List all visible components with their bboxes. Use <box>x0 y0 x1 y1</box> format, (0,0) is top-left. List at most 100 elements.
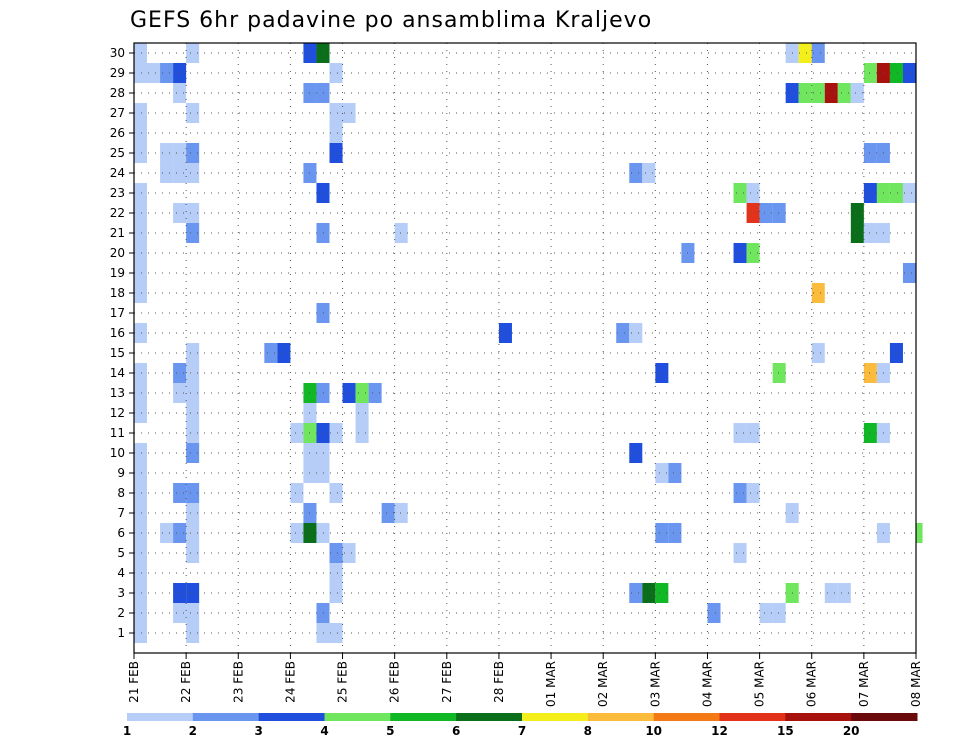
y-tick-label: 21 <box>110 226 125 240</box>
y-tick-label: 20 <box>110 246 125 260</box>
heatmap-cell <box>173 83 187 103</box>
y-tick-label: 26 <box>110 126 125 140</box>
heatmap-cell <box>629 163 643 183</box>
heatmap-cell <box>134 623 148 643</box>
heatmap-cell <box>394 223 408 243</box>
legend-swatch <box>522 713 589 721</box>
x-axis: 21 FEB 22 FEB 23 FEB 24 FEB 25 FEB 26 FEB 27 F… <box>127 653 923 707</box>
heatmap-cell <box>733 543 747 563</box>
heatmap-cell <box>916 523 923 543</box>
heatmap-cell <box>798 83 812 103</box>
heatmap-cell <box>316 83 330 103</box>
x-tick-label: 01 MAR <box>544 661 558 707</box>
x-tick-label: 22 FEB <box>179 661 193 703</box>
heatmap-cell <box>863 143 877 163</box>
heatmap-cell <box>134 263 148 283</box>
heatmap-cell <box>863 423 877 443</box>
heatmap-cell <box>186 423 200 443</box>
x-tick-label: 08 MAR <box>909 661 923 707</box>
heatmap-cell <box>824 583 838 603</box>
y-tick-label: 13 <box>110 386 125 400</box>
heatmap-cell <box>134 243 148 263</box>
heatmap-cell <box>290 483 304 503</box>
legend-swatch <box>785 713 852 721</box>
legend-swatch <box>587 713 655 721</box>
heatmap-cell <box>173 63 187 83</box>
x-tick-label: 07 MAR <box>857 661 871 707</box>
y-tick-label: 1 <box>117 626 125 640</box>
y-tick-label: 10 <box>110 446 125 460</box>
heatmap-cell <box>134 123 148 143</box>
heatmap-cell <box>316 303 330 323</box>
heatmap-cell <box>134 563 148 583</box>
legend-swatch <box>192 713 260 721</box>
heatmap-cell <box>329 583 343 603</box>
legend-label: 6 <box>452 724 460 738</box>
y-tick-label: 22 <box>110 206 125 220</box>
heatmap-cell <box>355 423 369 443</box>
heatmap-cell <box>186 143 200 163</box>
heatmap-cell <box>134 543 148 563</box>
heatmap-cell <box>316 463 330 483</box>
x-tick-label: 24 FEB <box>283 661 297 703</box>
heatmap-cells <box>134 43 923 643</box>
y-tick-label: 4 <box>117 566 125 580</box>
heatmap-cell <box>655 583 669 603</box>
color-legend: 1 2 3 4 5 6 7 8 10 12 15 20 <box>123 713 918 738</box>
heatmap-cell <box>342 383 356 403</box>
chart-title: GEFS 6hr padavine po ansamblima Kraljevo <box>130 8 652 33</box>
heatmap-cell <box>863 183 877 203</box>
heatmap-cell <box>329 563 343 583</box>
heatmap-cell <box>134 103 148 123</box>
heatmap-cell <box>746 483 760 503</box>
heatmap-cell <box>850 223 864 243</box>
heatmap-cell <box>173 523 187 543</box>
heatmap-cell <box>655 363 669 383</box>
heatmap-cell <box>186 603 200 623</box>
y-axis: 1234567891011121314151617181920212223242… <box>110 46 134 640</box>
heatmap-cell <box>134 463 148 483</box>
heatmap-cell <box>837 83 851 103</box>
y-tick-label: 14 <box>110 366 125 380</box>
heatmap-cell <box>186 163 200 183</box>
x-tick-label: 25 FEB <box>336 661 350 703</box>
heatmap-cell <box>173 583 187 603</box>
heatmap-cell <box>824 83 838 103</box>
heatmap-cell <box>134 523 148 543</box>
heatmap-cell <box>134 183 148 203</box>
heatmap-cell <box>707 603 721 623</box>
heatmap-cell <box>889 183 903 203</box>
y-tick-label: 5 <box>117 546 125 560</box>
heatmap-cell <box>316 523 330 543</box>
heatmap-cell <box>902 63 916 83</box>
heatmap-cell <box>746 243 760 263</box>
heatmap-cell <box>316 423 330 443</box>
heatmap-cell <box>134 43 148 63</box>
heatmap-cell <box>355 403 369 423</box>
heatmap-cell <box>342 103 356 123</box>
heatmap-cell <box>733 183 747 203</box>
heatmap-cell <box>889 343 903 363</box>
heatmap-cell <box>173 203 187 223</box>
legend-swatch <box>390 713 457 721</box>
heatmap-cell <box>186 543 200 563</box>
heatmap-cell <box>134 503 148 523</box>
heatmap-cell <box>759 203 773 223</box>
legend-swatch <box>719 713 786 721</box>
heatmap-cell <box>811 343 825 363</box>
heatmap-cell <box>772 363 786 383</box>
heatmap-cell <box>629 323 643 343</box>
legend-swatch <box>653 713 720 721</box>
heatmap-cell <box>668 523 682 543</box>
heatmap-cell <box>173 163 187 183</box>
heatmap-cell <box>264 343 278 363</box>
heatmap-cell <box>733 423 747 443</box>
y-tick-label: 30 <box>110 46 125 60</box>
legend-label: 5 <box>386 724 394 738</box>
heatmap-cell <box>668 463 682 483</box>
heatmap-cell <box>134 383 148 403</box>
heatmap-cell <box>642 163 656 183</box>
plot-frame <box>133 42 917 654</box>
legend-label: 20 <box>843 724 860 738</box>
